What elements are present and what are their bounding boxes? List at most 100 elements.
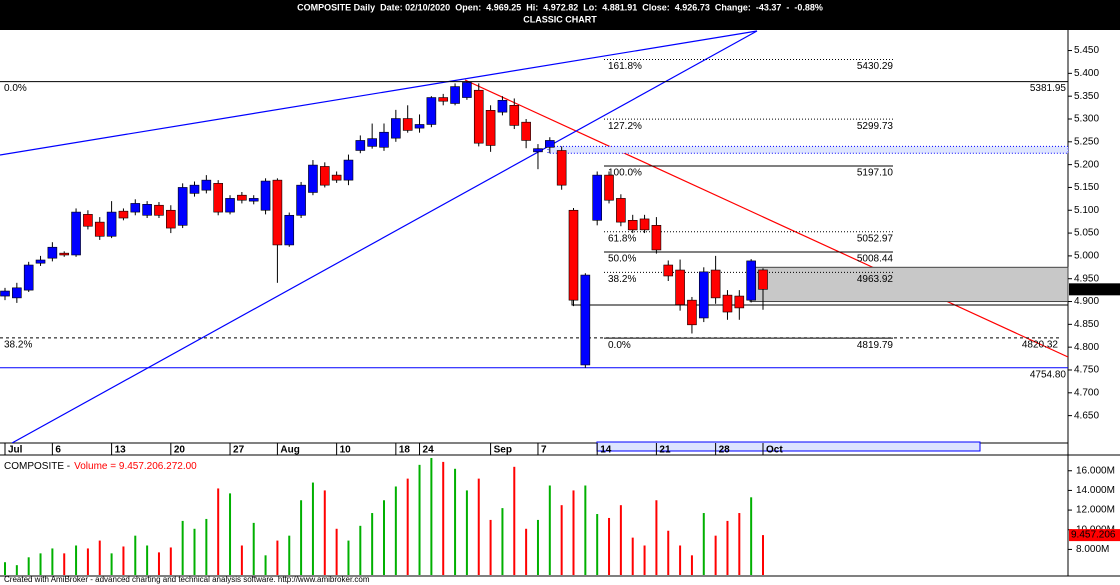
volume-bar xyxy=(240,545,243,575)
y-tick-label: 14.000M xyxy=(1076,485,1115,496)
candle-body xyxy=(663,264,674,277)
last-volume-label: 9.457.206 xyxy=(1071,530,1116,541)
candle-body xyxy=(687,299,697,326)
volume-bar xyxy=(501,508,504,575)
candle-body xyxy=(355,140,366,151)
red-trendline xyxy=(464,79,1068,358)
blue-trendline xyxy=(11,30,758,443)
candle-body xyxy=(142,204,152,216)
volume-bar xyxy=(264,555,267,575)
fib-value: 5430.29 xyxy=(857,61,894,72)
candle-body xyxy=(592,174,602,221)
candle-body xyxy=(521,121,531,141)
y-tick-label: 5.050 xyxy=(1074,228,1099,239)
zone xyxy=(547,145,1069,154)
x-tick-label: Jul xyxy=(8,445,23,456)
volume-bar xyxy=(690,555,693,575)
volume-bar xyxy=(406,478,409,575)
candle-body xyxy=(379,131,389,148)
volume-bar xyxy=(667,530,670,575)
candle-body xyxy=(23,264,34,291)
y-tick-label: 5.300 xyxy=(1074,114,1099,125)
candle-body xyxy=(473,89,484,144)
volume-bar xyxy=(631,537,634,575)
candle-body xyxy=(237,194,247,201)
candle-body xyxy=(0,290,10,297)
x-tick-label: Sep xyxy=(494,445,512,456)
x-tick-label: 27 xyxy=(233,445,245,456)
last-price-label: 4.926.73 xyxy=(1072,284,1111,295)
candle-body xyxy=(130,203,141,213)
level-value: 4820.32 xyxy=(1022,340,1059,351)
volume-bar xyxy=(146,545,149,575)
candle-body xyxy=(391,118,401,139)
candle-body xyxy=(450,86,460,104)
volume-bar xyxy=(513,466,516,575)
y-tick-label: 4.650 xyxy=(1074,410,1099,421)
candle-body xyxy=(213,183,223,213)
fib-value: 5008.44 xyxy=(857,254,894,265)
candle-body xyxy=(189,184,200,194)
x-tick-label: Aug xyxy=(280,445,299,456)
volume-bar xyxy=(383,500,385,575)
x-tick-label: 7 xyxy=(541,445,547,456)
y-tick-label: 5.150 xyxy=(1074,182,1099,193)
candle-body xyxy=(509,104,520,126)
last-price-box xyxy=(1069,283,1120,296)
candle-body xyxy=(698,271,709,319)
volume-bar xyxy=(359,525,362,575)
candle-body xyxy=(94,221,105,237)
fib-value: 5052.97 xyxy=(857,233,894,244)
candle-body xyxy=(426,97,437,125)
volume-bar xyxy=(51,548,54,575)
candle-body xyxy=(35,259,46,264)
candle-body xyxy=(675,269,685,306)
level-label: 38.2% xyxy=(4,340,32,351)
x-tick-label: 24 xyxy=(423,445,435,456)
x-tick-label: 21 xyxy=(659,445,671,456)
candle-body xyxy=(201,179,212,191)
volume-bar xyxy=(157,552,160,575)
volume-bar xyxy=(4,562,6,575)
volume-bar xyxy=(726,520,729,575)
volume-bar xyxy=(738,513,741,575)
candle-body xyxy=(533,148,543,153)
x-tick-label: 6 xyxy=(55,445,61,456)
volume-bar xyxy=(536,519,539,575)
volume-bar xyxy=(655,500,658,575)
trendlines xyxy=(0,30,1068,443)
candle-body xyxy=(308,164,318,193)
y-tick-label: 5.250 xyxy=(1074,136,1099,147)
y-tick-label: 4.700 xyxy=(1074,387,1099,398)
volume-bar xyxy=(252,522,255,575)
fib-label: 38.2% xyxy=(608,274,636,285)
candle-body xyxy=(402,118,413,131)
volume-bar xyxy=(181,520,184,575)
volume-bar xyxy=(122,546,125,575)
footer: Created with AmiBroker - advanced charti… xyxy=(4,575,370,584)
fib-label: 100.0% xyxy=(608,168,642,179)
volume-bar xyxy=(560,505,563,575)
volume-bar xyxy=(430,457,433,575)
x-tick-label: 20 xyxy=(174,445,186,456)
candle-body xyxy=(414,124,425,129)
candle-body xyxy=(272,179,283,246)
candle-body xyxy=(604,174,614,201)
volume-bar xyxy=(217,488,220,575)
x-tick-label: 18 xyxy=(399,445,411,456)
volume-bar xyxy=(465,490,468,575)
candle-body xyxy=(616,198,626,223)
volume-bar xyxy=(205,518,208,575)
y-tick-label: 5.200 xyxy=(1074,159,1099,170)
y-tick-label: 5.350 xyxy=(1074,91,1099,102)
volume-bar xyxy=(335,528,338,575)
volume-bar xyxy=(584,485,587,575)
volume-bar xyxy=(86,548,89,575)
candle-body xyxy=(331,174,342,181)
header-subtitle: CLASSIC CHART xyxy=(523,14,597,24)
volume-bar xyxy=(477,478,480,575)
x-tick-label: 14 xyxy=(600,445,612,456)
volume-bar xyxy=(596,514,599,575)
volume-bar xyxy=(394,486,397,575)
